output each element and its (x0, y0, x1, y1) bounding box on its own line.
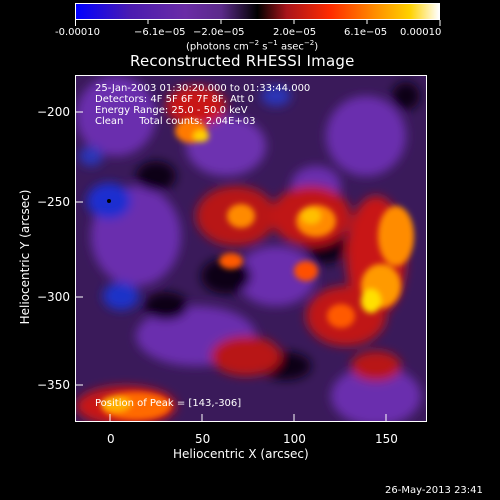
rhessi-image (75, 75, 427, 422)
colorbar-tick-2: −6.1e−05 (134, 27, 186, 38)
y-tick-label: −200 (37, 105, 70, 119)
colorbar (75, 3, 440, 20)
colorbar-tick-6: 0.00010 (400, 27, 442, 38)
colorbar-tick-3: −2.0e−05 (193, 27, 245, 38)
peak-position-label: Position of Peak = [143,-306] (95, 398, 242, 409)
x-tick-label: 0 (107, 432, 115, 446)
image-title: Reconstructed RHESSI Image (130, 52, 355, 70)
colorbar-tick-5: 6.1e−05 (344, 27, 388, 38)
y-axis-title: Heliocentric Y (arcsec) (18, 189, 32, 325)
clean-counts-label: Clean Total counts: 2.04E+03 (95, 116, 256, 127)
x-tick-label: 100 (283, 432, 306, 446)
colorbar-units: (photons cm−2 s−1 asec−2) (186, 39, 319, 53)
heatmap (76, 76, 426, 421)
timestamp-footer: 26-May-2013 23:41 (385, 485, 483, 496)
energy-range-label: Energy Range: 25.0 - 50.0 keV (95, 105, 248, 116)
x-tick-label: 150 (375, 432, 398, 446)
detectors-label: Detectors: 4F 5F 6F 7F 8F, Att 0 (95, 94, 255, 105)
time-range-label: 25-Jan-2003 01:30:20.000 to 01:33:44.000 (95, 83, 311, 94)
x-axis-title: Heliocentric X (arcsec) (173, 447, 309, 461)
colorbar-ticks (75, 20, 441, 26)
axis-ticks (75, 111, 387, 422)
y-tick-label: −350 (37, 378, 70, 392)
y-tick-label: −250 (37, 195, 70, 209)
x-tick-label: 50 (195, 432, 211, 446)
y-tick-label: −300 (37, 290, 70, 304)
colorbar-tick-4: 2.0e−05 (273, 27, 317, 38)
colorbar-tick-1: -0.00010 (55, 27, 100, 38)
